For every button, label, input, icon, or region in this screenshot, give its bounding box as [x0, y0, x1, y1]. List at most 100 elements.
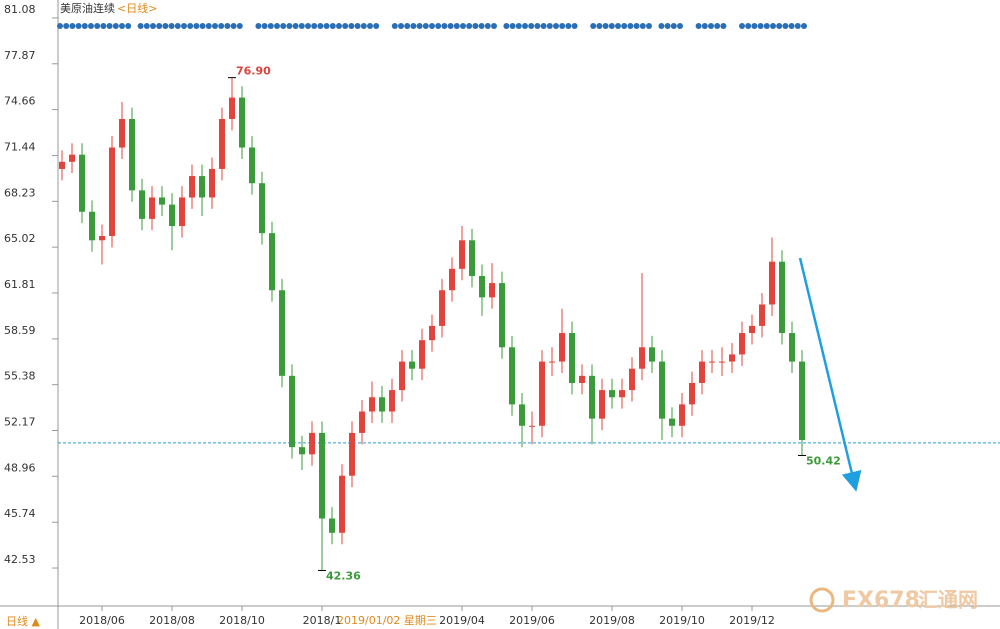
y-tick-label: 58.59 — [4, 324, 36, 337]
candle-body — [129, 119, 135, 191]
annotation-label: 76.90 — [236, 65, 271, 78]
period-button[interactable]: 日线 ▲ — [6, 614, 40, 628]
event-dot — [317, 23, 324, 29]
x-tick-label: 2018/06 — [79, 614, 125, 627]
candle-body — [369, 397, 375, 412]
chart-title: 美原油连续 — [60, 1, 115, 15]
x-tick-label: 2018/10 — [219, 614, 265, 627]
candle-body — [709, 361, 715, 363]
candle-body — [469, 240, 475, 276]
x-tick-label: 2019/08 — [589, 614, 635, 627]
candle-body — [499, 283, 505, 348]
event-dot — [664, 23, 671, 29]
event-dot — [367, 23, 373, 29]
annotation-label: 50.42 — [806, 454, 841, 467]
candle-body — [729, 354, 735, 362]
event-dot — [230, 23, 237, 29]
candle-body — [379, 397, 385, 412]
event-dot — [708, 23, 714, 29]
candle-body — [359, 411, 365, 433]
annotation-label: 42.36 — [326, 569, 361, 582]
event-dot — [782, 23, 789, 29]
event-dot — [137, 23, 144, 29]
cursor-label-bg — [334, 612, 426, 628]
event-dot — [453, 23, 460, 29]
event-dot — [639, 23, 646, 29]
event-dot — [503, 23, 510, 29]
candle-body — [599, 390, 605, 419]
event-dot — [720, 23, 727, 29]
candle-body — [459, 240, 465, 269]
event-dot — [553, 23, 559, 29]
candle-body — [179, 197, 185, 227]
candle-body — [529, 425, 535, 427]
event-dot — [305, 23, 311, 29]
x-tick-label: 2019/12 — [729, 614, 775, 627]
x-tick-label: 2018/08 — [149, 614, 195, 627]
event-dot — [770, 23, 776, 29]
x-tick-label: 2019/06 — [509, 614, 555, 627]
event-dot — [596, 23, 603, 29]
candle-body — [649, 347, 655, 362]
event-dot — [94, 23, 101, 29]
candle-body — [239, 97, 245, 148]
candle-body — [699, 361, 705, 383]
event-dot — [286, 23, 293, 29]
y-tick-label: 42.53 — [4, 553, 36, 566]
event-markers — [57, 23, 807, 29]
event-dot — [776, 23, 783, 29]
event-dot — [472, 23, 479, 29]
candle-body — [689, 382, 695, 405]
event-dot — [515, 23, 522, 29]
candle-body — [259, 183, 265, 234]
candle-body — [89, 211, 95, 241]
event-dot — [348, 23, 355, 29]
candle-body — [139, 190, 145, 219]
candle-body — [199, 176, 205, 198]
candle-body — [229, 97, 235, 120]
event-dot — [627, 23, 634, 29]
event-dot — [763, 23, 770, 29]
y-tick-label: 45.74 — [4, 507, 36, 520]
candle-body — [189, 176, 195, 198]
y-tick-label: 77.87 — [4, 49, 36, 62]
candle-body — [609, 390, 615, 398]
candle-body — [249, 147, 255, 184]
event-dot — [342, 23, 349, 29]
event-dot — [794, 23, 801, 29]
candle-body — [779, 261, 785, 334]
event-dot — [633, 23, 640, 29]
event-dot — [212, 23, 218, 29]
event-dot — [174, 23, 181, 29]
event-dot — [404, 23, 411, 29]
event-dot — [119, 23, 125, 29]
event-dot — [608, 23, 615, 29]
event-dot — [261, 23, 268, 29]
candle-body — [739, 333, 745, 355]
candle-body — [439, 290, 445, 326]
event-dot — [670, 23, 677, 29]
event-dot — [106, 23, 113, 29]
event-dot — [267, 23, 274, 29]
candle-body — [669, 418, 675, 426]
candle-body — [219, 119, 225, 169]
candle-body — [399, 361, 405, 391]
y-tick-label: 74.66 — [4, 95, 36, 108]
event-dot — [701, 23, 708, 29]
event-dot — [336, 23, 342, 29]
event-dot — [298, 23, 305, 29]
candle-body — [559, 333, 565, 362]
event-dot — [168, 23, 175, 29]
candle-body — [409, 361, 415, 369]
candle-body — [289, 375, 295, 448]
candle-body — [389, 390, 395, 412]
candle-body — [519, 404, 525, 426]
event-dot — [528, 23, 535, 29]
event-dot — [398, 23, 404, 29]
candle-body — [349, 432, 355, 476]
event-dot — [255, 23, 262, 29]
candle-body — [769, 261, 775, 305]
candle-body — [479, 275, 485, 298]
candle-body — [329, 518, 335, 533]
period-label[interactable]: <日线> — [117, 1, 157, 15]
